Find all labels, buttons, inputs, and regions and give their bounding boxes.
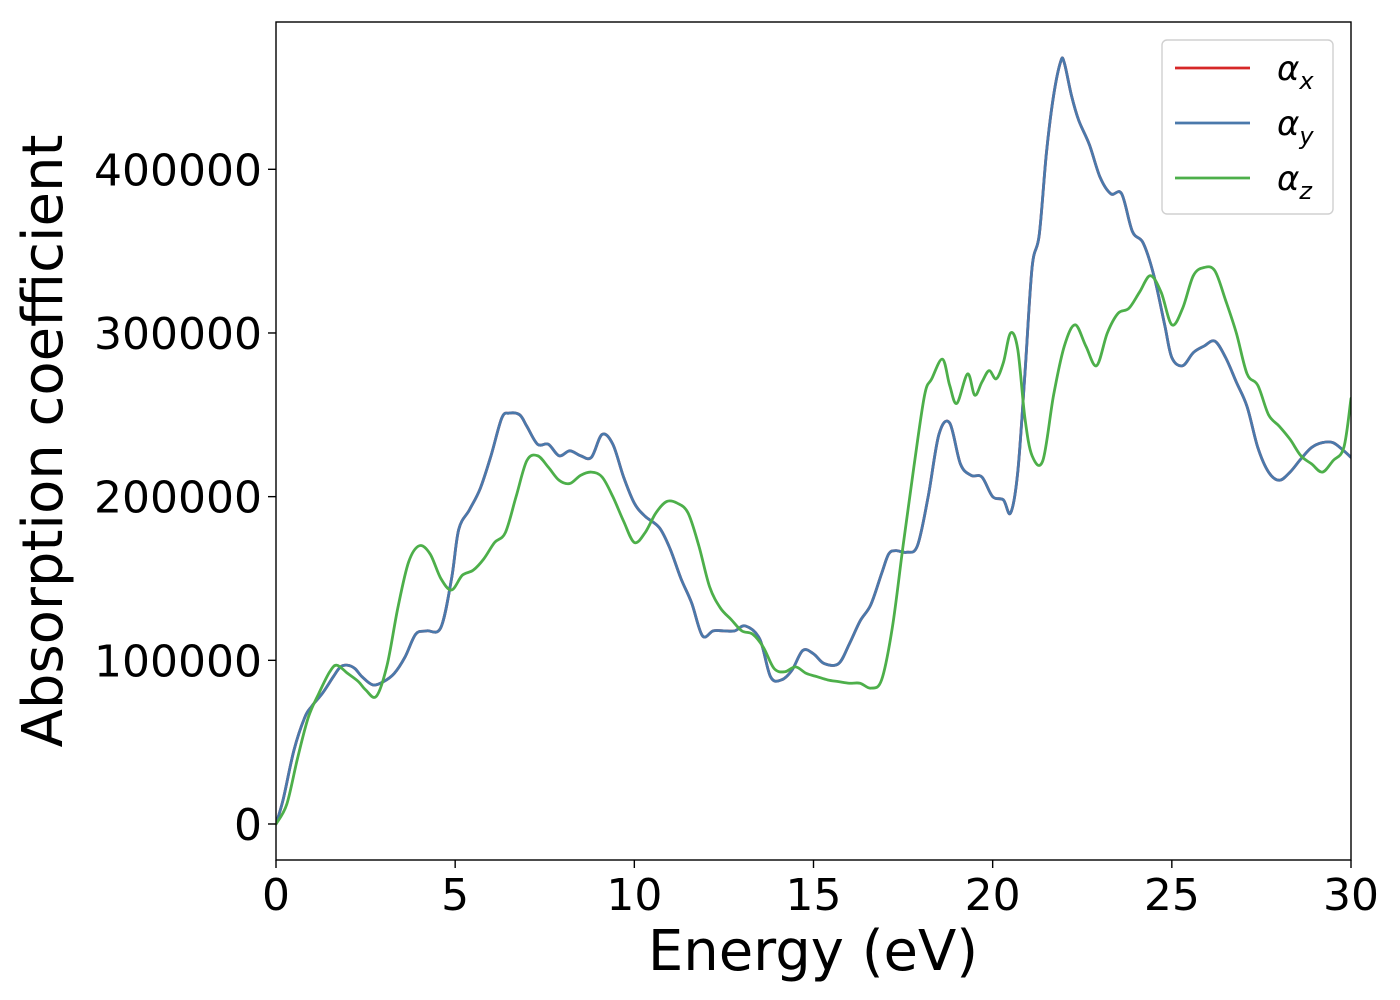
legend-box bbox=[1161, 39, 1334, 215]
x-tick-label: 10 bbox=[606, 870, 662, 921]
y-tick-label: 0 bbox=[234, 800, 262, 851]
y-tick-label: 300000 bbox=[94, 309, 262, 360]
y-axis-ticks: 0 100000 200000 300000 400000 bbox=[94, 145, 276, 851]
x-tick-label: 5 bbox=[441, 870, 469, 921]
series-lines bbox=[276, 56, 1351, 826]
x-tick-label: 0 bbox=[262, 870, 290, 921]
x-tick-label: 30 bbox=[1323, 870, 1379, 921]
y-tick-label: 100000 bbox=[94, 636, 262, 687]
x-axis-label: Energy (eV) bbox=[648, 919, 978, 984]
x-tick-label: 15 bbox=[786, 870, 842, 921]
legend-entries: αx αy αz bbox=[1175, 49, 1314, 205]
y-tick-label: 200000 bbox=[94, 473, 262, 524]
x-axis-ticks: 0 5 10 15 20 25 30 bbox=[262, 860, 1379, 921]
y-tick-label: 400000 bbox=[94, 145, 262, 196]
y-axis-label: Absorption coefficient bbox=[11, 135, 76, 748]
series-line-z bbox=[276, 265, 1351, 826]
legend: αx αy αz bbox=[1161, 39, 1334, 215]
legend-label-y: αy bbox=[1277, 104, 1314, 150]
x-tick-label: 20 bbox=[965, 870, 1021, 921]
legend-label-z: αz bbox=[1277, 159, 1313, 205]
legend-label-x: αx bbox=[1277, 49, 1314, 95]
series-line-y bbox=[276, 56, 1351, 826]
x-tick-label: 25 bbox=[1144, 870, 1200, 921]
